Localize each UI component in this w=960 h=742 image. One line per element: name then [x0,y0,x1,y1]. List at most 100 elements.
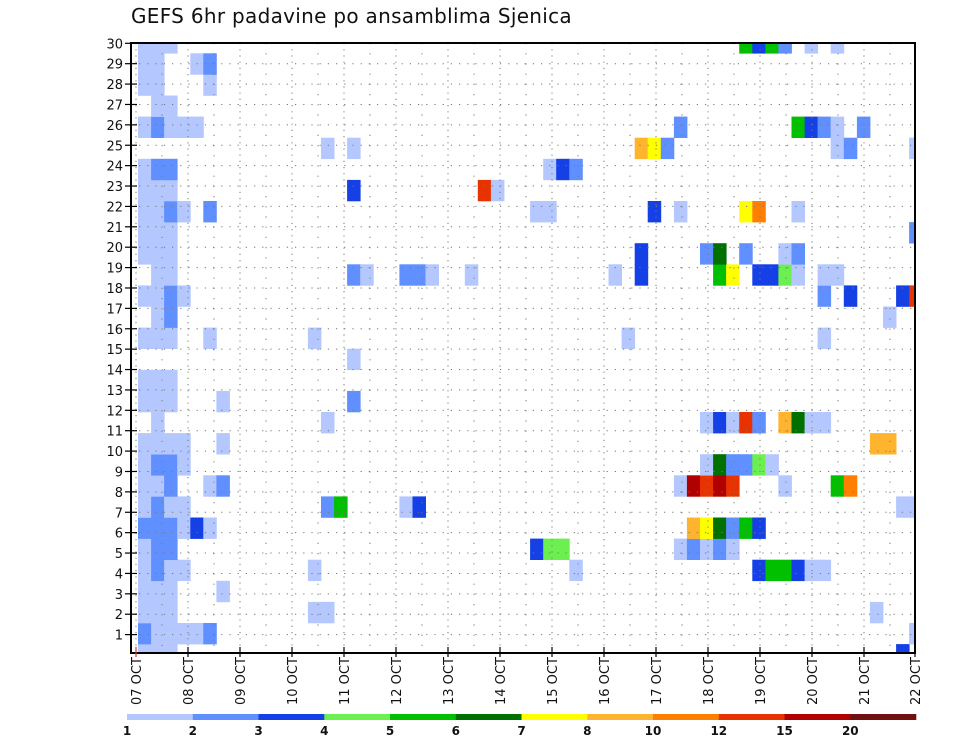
heatmap-cell [739,412,753,434]
y-tick-label: 6 [115,527,123,542]
heatmap-cell [739,243,753,265]
heatmap-cell [765,559,779,582]
colorbar: 1 2 3 4 5 6 7 8 10 12 15 20 [123,714,917,738]
x-tick-label: 15 OCT [546,657,561,705]
heatmap-cell [804,116,819,138]
heatmap-cell [164,538,178,560]
heatmap-cell [608,264,622,286]
heatmap-cell [216,475,230,497]
heatmap-cell [307,327,322,349]
heatmap-cell [203,517,217,539]
heatmap-cell [778,559,792,582]
heatmap-cell [203,53,217,75]
heatmap-cell [347,137,361,160]
heatmap-cell [164,95,178,117]
heatmap-cell [151,580,165,603]
heatmap-cell [778,243,792,265]
heatmap-cell [726,538,740,560]
heatmap-cell [177,285,191,307]
y-tick-label: 2 [115,608,123,623]
heatmap-cell [151,74,165,96]
y-tick-label: 28 [106,78,123,93]
heatmap-cell [399,264,413,286]
heatmap-cell [151,496,165,518]
heatmap-cell [164,264,178,286]
heatmap-cell [739,43,753,54]
heatmap-cell [673,201,688,223]
heatmap-cell [804,412,819,434]
heatmap-cell [817,559,832,582]
heatmap-cell [543,201,557,223]
heatmap-cell [765,43,779,54]
heatmap-cell [883,433,897,455]
x-tick-label: 10 OCT [286,657,301,705]
heatmap-cell [138,327,152,349]
y-tick-label: 26 [106,119,123,134]
chart-title: GEFS 6hr padavine po ansamblima Sjenica [131,4,572,28]
heatmap-cell [556,538,570,560]
heatmap-cell [334,496,348,518]
colorbar-segment [192,714,259,720]
heatmap-cell [739,201,753,223]
heatmap-cell [726,475,740,497]
heatmap-cell [791,116,805,138]
heatmap-cell [791,201,805,223]
heatmap-cell [896,285,910,307]
heatmap-cell [804,559,819,582]
x-tick-label: 18 OCT [702,657,717,705]
heatmap-cell [791,243,805,265]
plot-frame [130,42,916,654]
heatmap-cell [647,201,662,223]
y-tick-label: 30 [106,37,123,52]
heatmap-cell [713,412,727,434]
heatmap-cell [151,475,165,497]
heatmap-cell [856,116,871,138]
colorbar-label: 6 [452,724,460,738]
heatmap-cell [321,601,335,624]
heatmap-cell [817,285,832,307]
heatmap-cell [151,264,165,286]
colorbar-segment [521,714,588,720]
heatmap-cell [203,74,217,96]
heatmap-cell [896,644,910,653]
y-tick-label: 15 [106,343,123,358]
heatmap-cell [151,601,165,624]
heatmap-cell [138,43,152,54]
heatmap-cell [164,116,178,138]
heatmap-cell [164,369,178,392]
heatmap-cell [909,222,915,244]
heatmap-cell [138,74,152,96]
heatmap-cell [752,43,766,54]
heatmap-cell [830,475,845,497]
colorbar-label: 12 [710,724,727,738]
heatmap-cell [321,137,335,160]
heatmap-cell [190,116,204,138]
x-tick-label: 21 OCT [858,657,873,705]
x-tick-label: 16 OCT [598,657,613,705]
colorbar-segment [258,714,325,720]
heatmap-cell [151,158,165,181]
heatmap-cell [151,623,165,645]
heatmap-cell [817,412,832,434]
heatmap-cell [843,475,858,497]
y-tick-label: 8 [115,486,123,501]
heatmap-cell [164,580,178,603]
heatmap-cell [791,264,805,286]
colorbar-label: 3 [254,724,262,738]
heatmap-cell [399,496,413,518]
heatmap-cell [177,496,191,518]
heatmap-cell [164,601,178,624]
heatmap-cell [307,601,322,624]
heatmap-cell [543,538,557,560]
heatmap-cell [869,601,884,624]
heatmap-cell [569,559,583,582]
heatmap-cell [164,475,178,497]
heatmap-cell [164,201,178,223]
heatmap-cell [778,412,792,434]
heatmap-cell [700,475,714,497]
heatmap-cell [177,454,191,476]
x-tick-label: 20 OCT [806,657,821,705]
heatmap-cell [151,433,165,455]
heatmap-cell [151,390,165,413]
heatmap-cell [177,201,191,223]
